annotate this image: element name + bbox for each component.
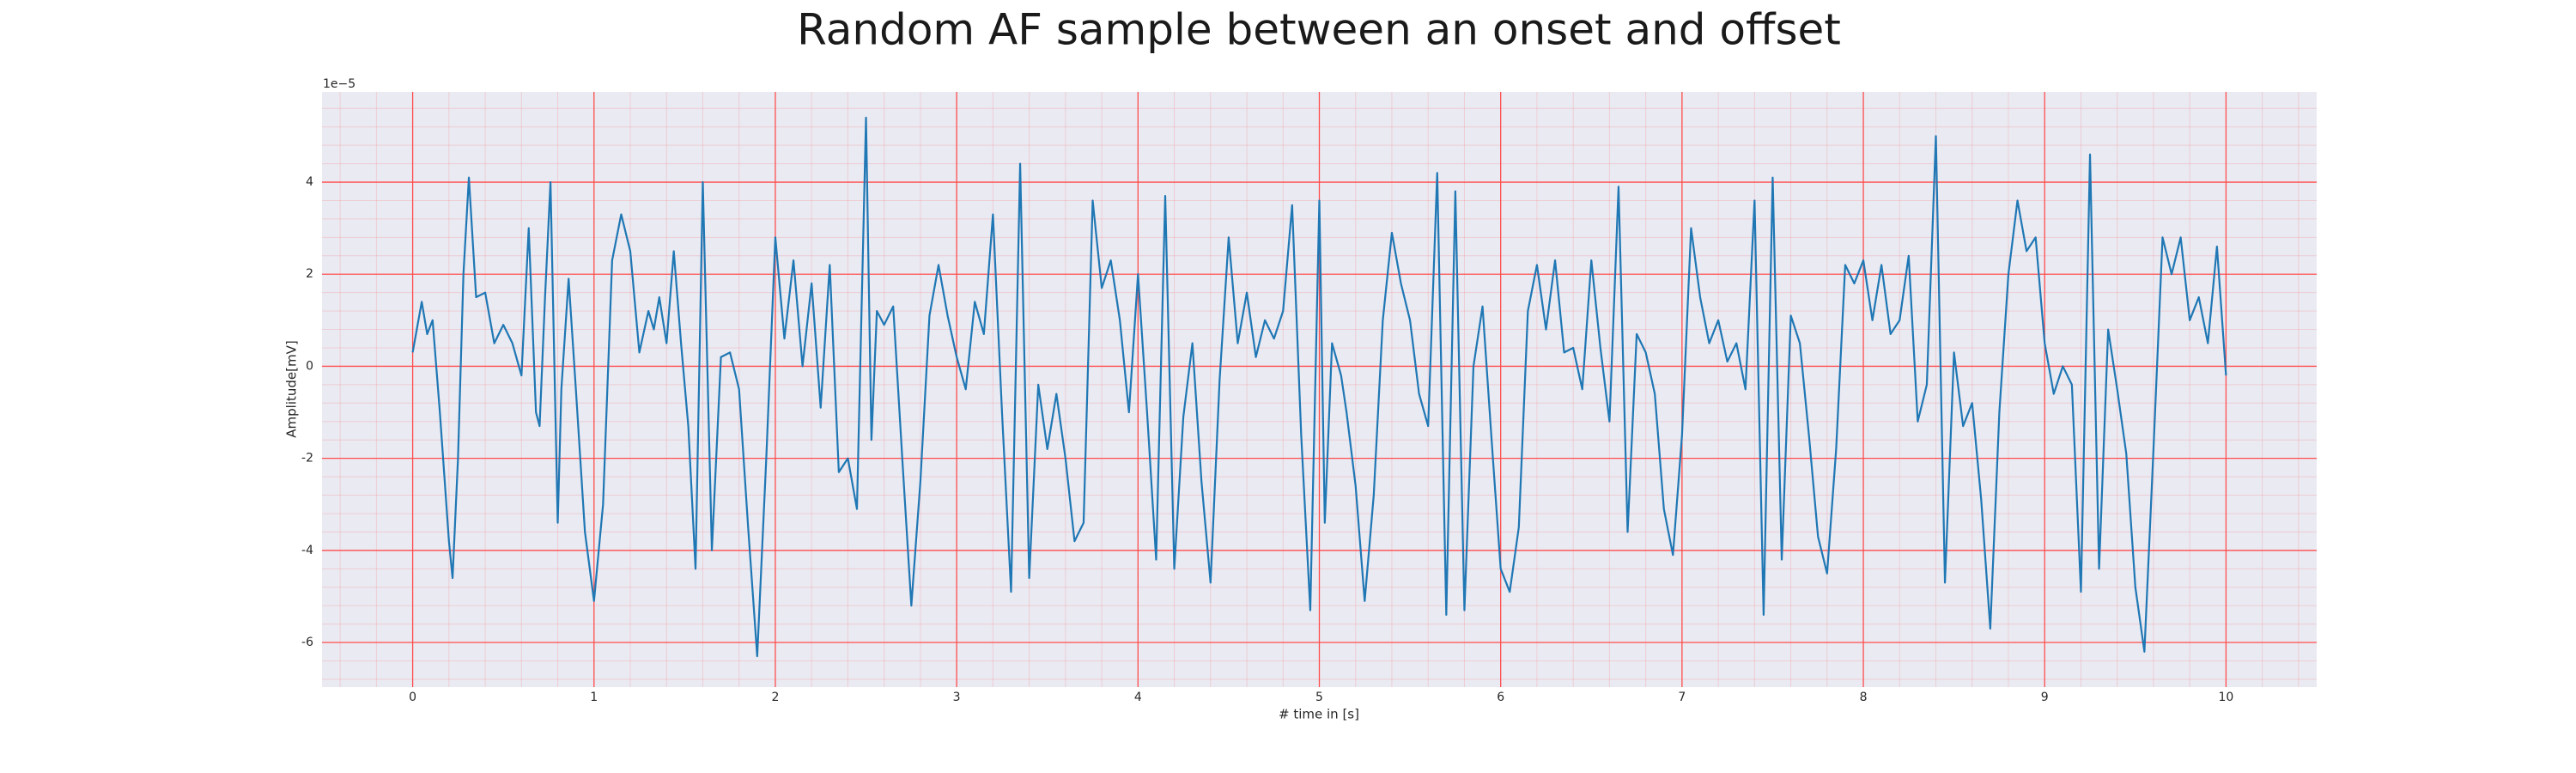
- y-tick-label: 2: [306, 267, 313, 281]
- y-tick-label: -6: [301, 636, 313, 649]
- x-tick-label: 1: [590, 691, 598, 704]
- x-tick-label: 7: [1678, 691, 1686, 704]
- x-tick-label: 4: [1134, 691, 1142, 704]
- x-tick-label: 5: [1315, 691, 1323, 704]
- x-tick-label: 6: [1497, 691, 1504, 704]
- data-line: [411, 116, 2227, 658]
- x-tick-label: 10: [2218, 691, 2233, 704]
- x-tick-label: 2: [771, 691, 779, 704]
- y-tick-label: 4: [306, 175, 313, 189]
- y-offset-text: 1e−5: [323, 77, 355, 91]
- plot-layer: [322, 92, 2317, 687]
- y-tick-label: 0: [306, 359, 313, 373]
- y-tick-label: -4: [301, 544, 313, 557]
- y-tick-label: -2: [301, 452, 313, 466]
- chart-title: Random AF sample between an onset and of…: [797, 5, 1841, 55]
- x-axis-label: # time in [s]: [1279, 707, 1359, 722]
- x-tick-label: 3: [953, 691, 961, 704]
- x-tick-label: 0: [409, 691, 416, 704]
- y-axis-label: Amplitude[mV]: [284, 340, 300, 437]
- x-tick-label: 8: [1860, 691, 1868, 704]
- x-tick-label: 9: [2041, 691, 2049, 704]
